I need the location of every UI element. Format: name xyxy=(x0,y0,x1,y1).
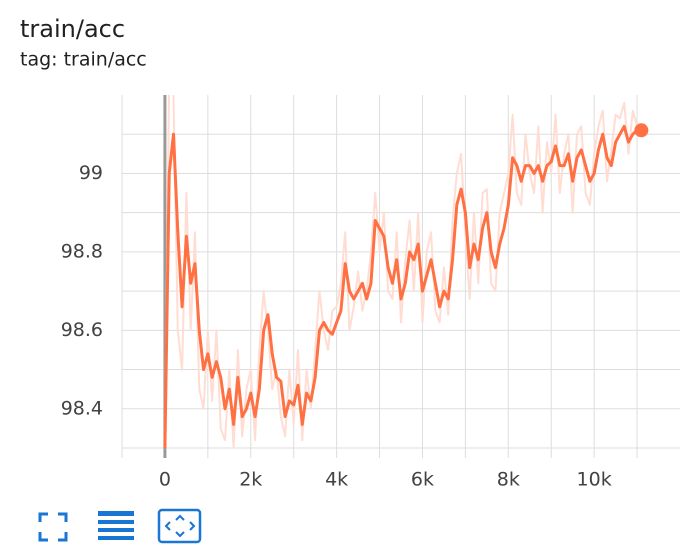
x-tick-label: 4k xyxy=(325,469,348,491)
plot-area xyxy=(163,95,643,448)
y-tick-label: 98.8 xyxy=(61,240,103,262)
y-tick-label: 98.6 xyxy=(61,319,103,341)
fullscreen-button[interactable] xyxy=(38,512,68,542)
toggle-log-button[interactable] xyxy=(98,511,134,540)
x-tick-label: 10k xyxy=(577,469,612,491)
x-tick-label: 2k xyxy=(239,469,262,491)
series-line xyxy=(163,124,642,448)
last-point xyxy=(634,123,649,138)
y-tick-label: 98.4 xyxy=(61,397,103,419)
grid xyxy=(121,95,680,458)
y-tick-label: 99 xyxy=(79,162,103,184)
x-tick-label: 0 xyxy=(159,469,171,491)
fit-domain-button[interactable] xyxy=(157,508,202,544)
x-tick-label: 6k xyxy=(411,469,434,491)
x-tick-label: 8k xyxy=(497,469,520,491)
chart-subtitle: tag: train/acc xyxy=(20,49,147,71)
chart-title: train/acc xyxy=(20,15,125,43)
